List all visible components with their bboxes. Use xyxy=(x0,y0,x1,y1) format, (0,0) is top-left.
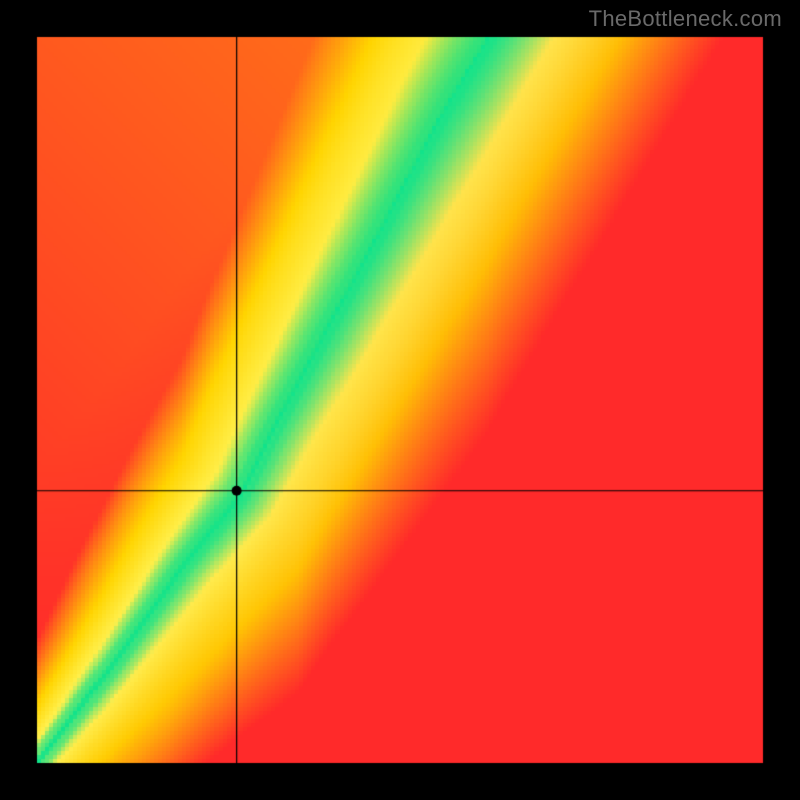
chart-container: TheBottleneck.com xyxy=(0,0,800,800)
bottleneck-heatmap-canvas xyxy=(0,0,800,800)
watermark-text: TheBottleneck.com xyxy=(589,6,782,32)
